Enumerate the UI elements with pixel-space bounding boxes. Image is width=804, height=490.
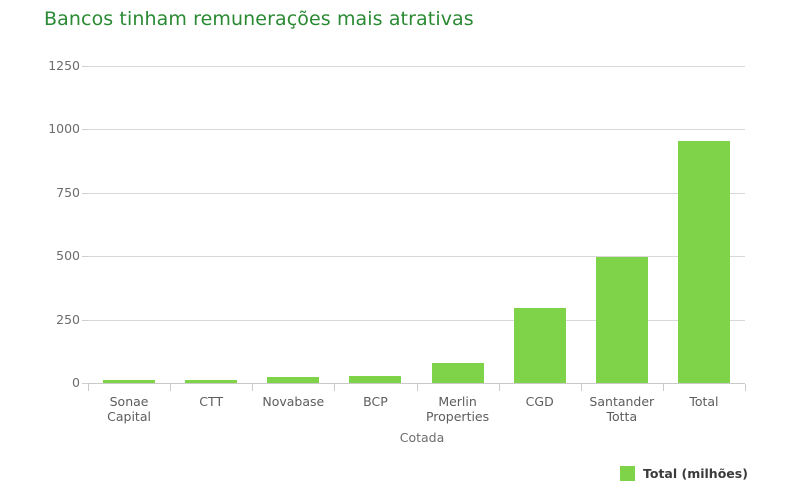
category-tick: [88, 384, 89, 391]
bar[interactable]: [513, 308, 566, 383]
legend-swatch-total: [620, 466, 635, 481]
y-tick-label: 0: [72, 375, 80, 390]
x-axis-title: Cotada: [399, 430, 445, 445]
gridline: [88, 66, 745, 67]
bar[interactable]: [677, 140, 730, 383]
category-label: Sonae Capital: [107, 394, 151, 424]
category-label: CGD: [525, 394, 554, 409]
category-tick: [745, 384, 746, 391]
y-tick-label: 1000: [48, 121, 80, 136]
bar[interactable]: [267, 376, 320, 383]
gridline: [88, 320, 745, 321]
category-tick: [334, 384, 336, 391]
category-label: Merlin Properties: [425, 394, 490, 424]
bar[interactable]: [431, 363, 484, 383]
category-tick: [498, 384, 500, 391]
gridline: [88, 129, 745, 130]
category-label: Total: [689, 394, 719, 409]
y-tick-mark: [82, 129, 88, 130]
category-label: CTT: [199, 394, 224, 409]
legend: Total (milhões): [620, 466, 748, 481]
y-tick-label: 750: [56, 185, 80, 200]
category-tick: [662, 384, 664, 391]
category-tick: [580, 384, 582, 391]
plot-area: [88, 66, 745, 383]
y-axis-tick-labels: 1250 1000 750 500 250 0: [10, 0, 80, 490]
category-tick: [416, 384, 418, 391]
y-tick-label: 500: [56, 248, 80, 263]
bar[interactable]: [103, 379, 156, 383]
y-tick-mark: [82, 320, 88, 321]
category-label: Novabase: [262, 394, 325, 409]
bar[interactable]: [595, 257, 648, 383]
bar[interactable]: [349, 376, 402, 383]
y-tick-mark: [82, 383, 88, 384]
category-tick: [170, 384, 172, 391]
chart-title: Bancos tinham remunerações mais atrativa…: [44, 8, 474, 30]
y-tick-label: 250: [56, 312, 80, 327]
category-label: Santander Totta: [589, 394, 655, 424]
category-tick: [252, 384, 254, 391]
y-tick-mark: [82, 256, 88, 257]
x-axis-line: [88, 383, 745, 384]
legend-label-total: Total (milhões): [643, 466, 748, 481]
category-label: BCP: [363, 394, 388, 409]
y-tick-label: 1250: [48, 58, 80, 73]
y-tick-mark: [82, 193, 88, 194]
y-tick-mark: [82, 66, 88, 67]
gridline: [88, 256, 745, 257]
bars-layer: [88, 66, 745, 383]
bar[interactable]: [185, 379, 238, 383]
gridline: [88, 193, 745, 194]
